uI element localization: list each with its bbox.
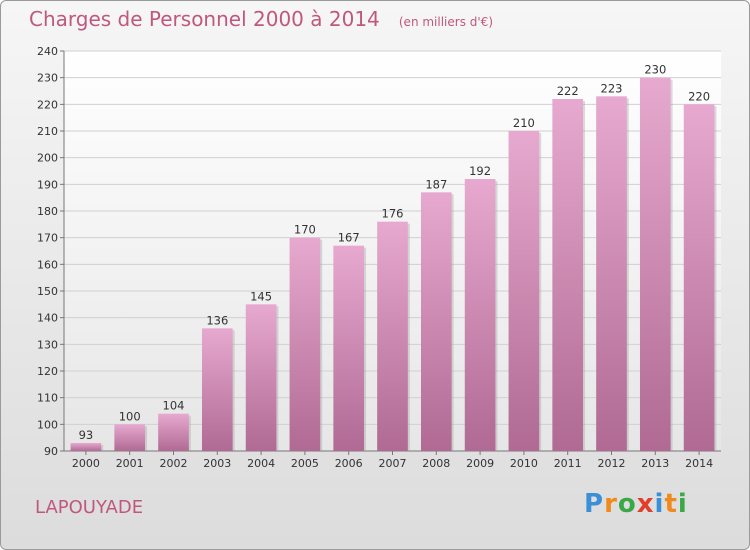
data-label: 223	[601, 81, 623, 95]
bar	[70, 443, 102, 451]
x-tick-label: 2014	[685, 457, 713, 470]
x-tick-label: 2007	[379, 457, 407, 470]
y-tick-label: 150	[37, 285, 58, 298]
logo-letter: o	[617, 489, 637, 519]
x-tick-label: 2001	[116, 457, 144, 470]
y-tick-label: 110	[37, 392, 58, 405]
data-label: 100	[119, 409, 141, 423]
y-tick-label: 120	[37, 365, 58, 378]
bar	[333, 245, 365, 451]
data-label: 192	[469, 164, 491, 178]
logo-letter: P	[584, 489, 605, 519]
y-tick-label: 170	[37, 232, 58, 245]
y-tick-label: 240	[37, 45, 58, 58]
logo-letter: x	[636, 489, 655, 519]
x-tick-label: 2013	[641, 457, 669, 470]
y-tick-label: 230	[37, 72, 58, 85]
x-tick-label: 2000	[72, 457, 100, 470]
y-tick-label: 130	[37, 338, 58, 351]
data-label: 187	[425, 177, 447, 191]
x-tick-label: 2012	[598, 457, 626, 470]
x-tick-label: 2002	[160, 457, 188, 470]
y-tick-label: 140	[37, 312, 58, 325]
logo-letter: t	[664, 489, 678, 519]
bar	[508, 131, 540, 451]
y-tick-label: 220	[37, 98, 58, 111]
data-label: 230	[644, 63, 666, 77]
x-tick-label: 2003	[203, 457, 231, 470]
bar	[158, 413, 189, 451]
proxiti-logo: Proxiti	[584, 489, 688, 519]
bar	[596, 96, 627, 451]
data-label: 93	[79, 428, 94, 442]
bar	[201, 328, 233, 451]
data-label: 222	[557, 84, 579, 98]
x-tick-label: 2008	[422, 457, 450, 470]
logo-letter: i	[654, 489, 665, 519]
chart-subtitle: (en milliers d'€)	[398, 15, 493, 29]
x-tick-label: 2006	[335, 457, 363, 470]
x-tick-label: 2004	[247, 457, 275, 470]
bar	[420, 192, 452, 452]
chart-title: Charges de Personnel 2000 à 2014	[29, 7, 380, 31]
bar	[245, 304, 277, 451]
plot-area: 90 100 110 120 130 140 150 160 170 180 190 200 210 22…	[37, 45, 721, 470]
y-tick-label: 100	[37, 418, 58, 431]
data-label: 220	[688, 89, 710, 103]
data-label: 210	[513, 116, 535, 130]
bar	[289, 237, 321, 451]
data-label: 170	[294, 223, 316, 237]
x-tick-label: 2010	[510, 457, 538, 470]
y-tick-label: 90	[44, 445, 58, 458]
y-tick-label: 160	[37, 258, 58, 271]
y-tick-label: 210	[37, 125, 58, 138]
bar	[683, 104, 715, 451]
logo-letter: i	[677, 489, 688, 519]
bar	[639, 77, 671, 452]
bar	[377, 221, 408, 451]
x-tick-label: 2005	[291, 457, 319, 470]
data-label: 167	[338, 231, 360, 245]
data-label: 104	[163, 399, 185, 413]
bar	[114, 424, 146, 451]
title-row: Charges de Personnel 2000 à 2014 (en mil…	[29, 7, 493, 31]
y-tick-label: 190	[37, 178, 58, 191]
commune-name: LAPOUYADE	[35, 497, 144, 518]
bar	[552, 99, 584, 451]
logo-letter: r	[604, 489, 618, 519]
x-tick-label: 2011	[554, 457, 582, 470]
bar	[464, 179, 496, 451]
y-tick-label: 200	[37, 152, 58, 165]
data-label: 136	[206, 313, 228, 327]
data-label: 145	[250, 289, 272, 303]
x-tick-label: 2009	[466, 457, 494, 470]
data-label: 176	[382, 207, 404, 221]
y-tick-label: 180	[37, 205, 58, 218]
